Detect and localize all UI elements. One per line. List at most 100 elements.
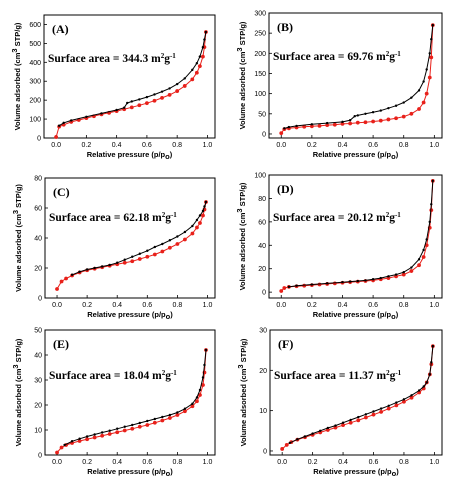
x-axis-label-text: Relative pressure (p/p: [313, 150, 392, 159]
desorption-point: [296, 438, 299, 441]
desorption-point: [126, 101, 129, 105]
desorption-line: [71, 201, 207, 276]
y-tick-label: 0: [37, 136, 41, 143]
x-tick-label: 0.2: [82, 302, 92, 309]
surface-area-unit-g: g: [389, 51, 395, 63]
y-tick-label: 20: [34, 403, 42, 410]
adsorption-point: [363, 415, 368, 420]
desorption-point: [422, 385, 425, 388]
x-tick-label: 0.6: [368, 142, 378, 149]
adsorption-point: [409, 395, 414, 400]
desorption-point: [138, 98, 141, 101]
y-axis-label-text: Volume adsorbed (cm: [239, 368, 248, 446]
y-tick-label: 60: [258, 219, 266, 226]
adsorption-point: [160, 249, 165, 254]
adsorption-point: [386, 406, 391, 411]
desorption-point: [430, 203, 433, 206]
desorption-point: [295, 284, 298, 287]
y-tick-label: 30: [34, 378, 42, 385]
adsorption-point: [379, 409, 384, 414]
adsorption-point: [394, 403, 399, 408]
desorption-point: [303, 435, 307, 438]
adsorption-point: [284, 443, 289, 447]
adsorption-point: [183, 409, 187, 414]
adsorption-point: [59, 279, 64, 284]
adsorption-point: [137, 424, 142, 429]
y-axis-label: Volume adsorbed (cm3 STP/g): [236, 338, 248, 446]
adsorption-point: [152, 420, 157, 425]
x-tick-label: 0.4: [338, 459, 348, 466]
y-tick-label: 40: [34, 236, 42, 243]
surface-area-text: Surface area = 62.18 m: [49, 212, 162, 224]
surface-area-unit-exponent: -1: [170, 52, 176, 60]
x-tick-label: 0.8: [399, 459, 409, 466]
desorption-point: [341, 280, 344, 284]
desorption-point: [57, 124, 61, 127]
desorption-point: [201, 45, 205, 49]
x-tick-label: 0.2: [307, 142, 317, 149]
adsorption-point: [424, 91, 429, 96]
desorption-point: [161, 242, 164, 246]
y-axis-label-text: Volume adsorbed (cm: [238, 212, 247, 290]
x-tick-label: 0.2: [308, 459, 318, 466]
desorption-point: [425, 238, 428, 241]
panel-label: (D): [277, 182, 294, 196]
desorption-line: [64, 349, 207, 446]
y-axis-label-superscript: 3: [11, 210, 20, 214]
surface-area-unit-g: g: [389, 212, 395, 224]
desorption-point: [364, 279, 367, 282]
x-tick-label: 0.0: [276, 302, 286, 309]
surface-area-annotation: Surface area = 62.18 m2g-1: [49, 211, 177, 224]
adsorption-point: [356, 418, 361, 423]
desorption-point: [153, 417, 157, 421]
desorption-point: [311, 432, 314, 435]
desorption-point: [326, 426, 330, 430]
x-axis-label-text: Relative pressure (p/p: [313, 310, 392, 319]
surface-area-annotation: Surface area = 69.76 m2g-1: [273, 50, 401, 63]
desorption-point: [153, 245, 157, 249]
desorption-point: [201, 209, 205, 213]
desorption-point: [115, 108, 118, 112]
panel-label: (F): [278, 337, 293, 351]
desorption-line: [284, 25, 434, 129]
desorption-point: [203, 205, 206, 208]
surface-area-text: Surface area = 344.3 m: [48, 53, 161, 65]
adsorption-point: [85, 437, 90, 442]
x-axis-label-subscript: o: [392, 469, 397, 478]
desorption-point: [417, 389, 421, 392]
y-axis-label-tail: STP/g): [238, 182, 247, 208]
x-axis-label-close: ): [170, 310, 173, 319]
adsorption-point: [167, 92, 172, 97]
x-axis-label-close: ): [170, 467, 173, 476]
panel-label: (C): [53, 185, 70, 199]
adsorption-point: [175, 89, 180, 93]
desorption-point: [387, 404, 390, 408]
desorption-point: [100, 112, 103, 115]
desorption-point: [394, 104, 398, 107]
desorption-point: [348, 119, 352, 122]
adsorption-point: [200, 54, 205, 59]
desorption-point: [425, 381, 428, 384]
desorption-point: [93, 433, 96, 436]
adsorption-point: [197, 64, 202, 68]
desorption-point: [123, 425, 126, 428]
x-tick-label: 0.6: [142, 459, 152, 466]
y-axis-label-superscript: 3: [235, 208, 244, 212]
y-tick-label: 20: [34, 266, 42, 273]
adsorption-point: [152, 98, 157, 103]
desorption-point: [410, 96, 413, 99]
x-axis-label-subscript: o: [391, 152, 396, 161]
desorption-point: [356, 279, 359, 283]
adsorption-point: [378, 118, 383, 123]
desorption-point: [372, 410, 375, 413]
surface-area-unit-g: g: [390, 370, 396, 382]
desorption-point: [85, 435, 89, 438]
x-axis-label-text: Relative pressure (p/p: [87, 467, 166, 476]
desorption-point: [310, 123, 314, 126]
x-tick-label: 1.0: [429, 142, 439, 149]
desorption-point: [100, 431, 104, 434]
y-axis-label-text: Volume adsorbed (cm: [13, 52, 22, 130]
surface-area-annotation: Surface area = 20.12 m2g-1: [273, 211, 401, 224]
adsorption-point: [409, 269, 414, 273]
